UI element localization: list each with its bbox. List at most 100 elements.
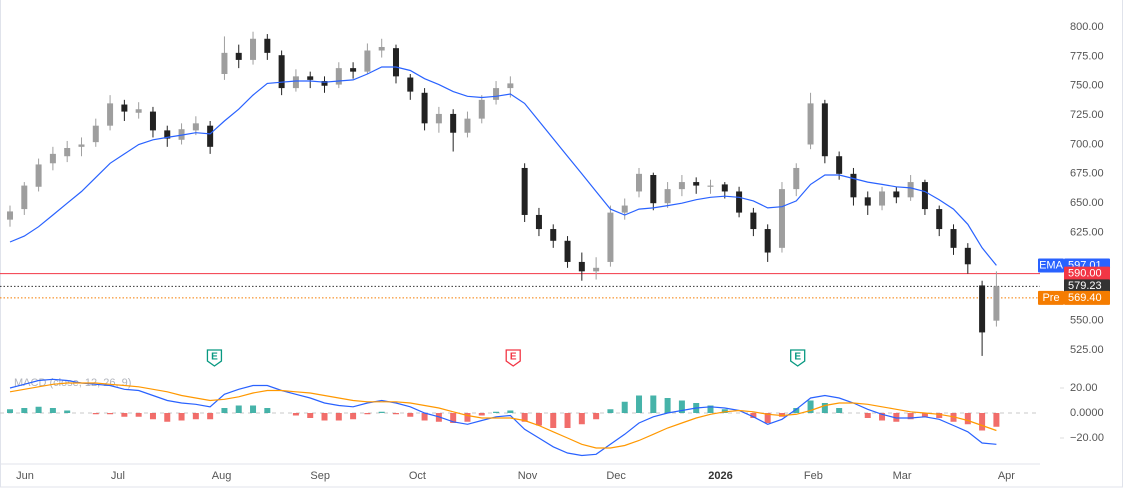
histogram-bar [421,413,428,421]
price-badge [1064,279,1110,294]
event-label: E [510,352,517,363]
candle-body [64,148,71,157]
y-tick-label: 650.00 [1070,197,1104,209]
candle-body [392,48,399,77]
histogram-bar [721,409,728,413]
x-tick-label: Nov [518,470,538,482]
x-tick-label: Dec [606,470,626,482]
histogram-bar [979,413,986,431]
histogram-bar [764,413,771,423]
candle-body [207,125,214,147]
candle-body [621,205,628,213]
candle-body [121,104,128,112]
histogram-bar [535,413,542,426]
y-tick-label: 725.00 [1070,109,1104,121]
candle-body [836,156,843,174]
candle-body [593,267,600,272]
candle-body [292,76,299,89]
x-tick-label: 2026 [708,470,732,482]
histogram-bar [593,413,600,420]
histogram-bar [121,413,128,417]
candle-body [636,173,643,192]
candle-body [307,76,314,80]
histogram-bar [678,400,685,413]
histogram-bar [507,410,514,413]
candle-body [164,130,171,139]
histogram-bar [450,413,457,423]
histogram-bar [392,413,399,415]
candle-body [850,173,857,198]
y-tick-label: 525.00 [1070,344,1104,356]
candle-body [464,118,471,133]
candle-body [578,261,585,272]
price-badge-name: Pre [1042,292,1059,304]
histogram-bar [135,413,142,417]
histogram-bar [493,411,500,413]
histogram-bar [921,413,928,417]
x-tick-label: Feb [804,470,823,482]
histogram-bar [335,413,342,421]
candle-body [364,50,371,72]
histogram-bar [821,403,828,413]
event-marker [790,349,806,367]
candle-body [407,77,414,92]
event-label: E [794,352,801,363]
histogram-bar [464,413,471,422]
candle-body [92,125,99,143]
histogram-bar [807,400,814,413]
histogram-bar [178,413,185,421]
histogram-bar [407,413,414,417]
candle-body [693,182,700,186]
histogram-bar [864,413,871,418]
histogram-bar [964,413,971,425]
candle-body [936,209,943,230]
histogram-bar [107,413,114,415]
histogram-bar [621,401,628,413]
histogram-bar [364,413,371,415]
histogram-bar [149,413,156,420]
y-tick-label: 625.00 [1070,226,1104,238]
candle-body [736,191,743,213]
candle-body [750,212,757,230]
candle-body [664,189,671,204]
event-label: E [211,352,218,363]
histogram-bar [64,410,71,413]
histogram-bar [207,413,214,420]
candle-body [49,153,56,164]
histogram-bar [907,413,914,420]
histogram-bar [49,408,56,413]
candle-body [192,123,199,131]
candle-body [178,129,185,140]
y-tick-label: 0.0000 [1070,407,1104,419]
event-marker [206,349,223,367]
candle-body [493,88,500,100]
candle-body [879,191,886,206]
candle-body [793,167,800,190]
candle-body [235,52,242,60]
candle-body [907,182,914,198]
candle-body [250,38,257,60]
candle-body [378,46,385,51]
y-tick-label: 550.00 [1070,315,1104,327]
histogram-bar [778,413,785,417]
candle-body [950,229,957,248]
histogram-bar [378,411,385,413]
x-tick-label: Aug [212,470,232,482]
histogram-bar [92,413,99,415]
price-badge-value: 590.00 [1068,268,1102,280]
histogram-bar [607,409,614,413]
candle-body [21,185,28,210]
candle-body [964,247,971,265]
candle-body [764,229,771,253]
candle-body [721,184,728,192]
histogram-bar [21,408,28,413]
histogram-bar [564,413,571,428]
x-tick-label: Mar [893,470,912,482]
candle-body [435,113,442,124]
candle-body [535,214,542,230]
y-tick-label: 675.00 [1070,168,1104,180]
price-badge-value: 569.40 [1068,292,1102,304]
histogram-bar [650,395,657,413]
candle-body [993,286,1000,321]
